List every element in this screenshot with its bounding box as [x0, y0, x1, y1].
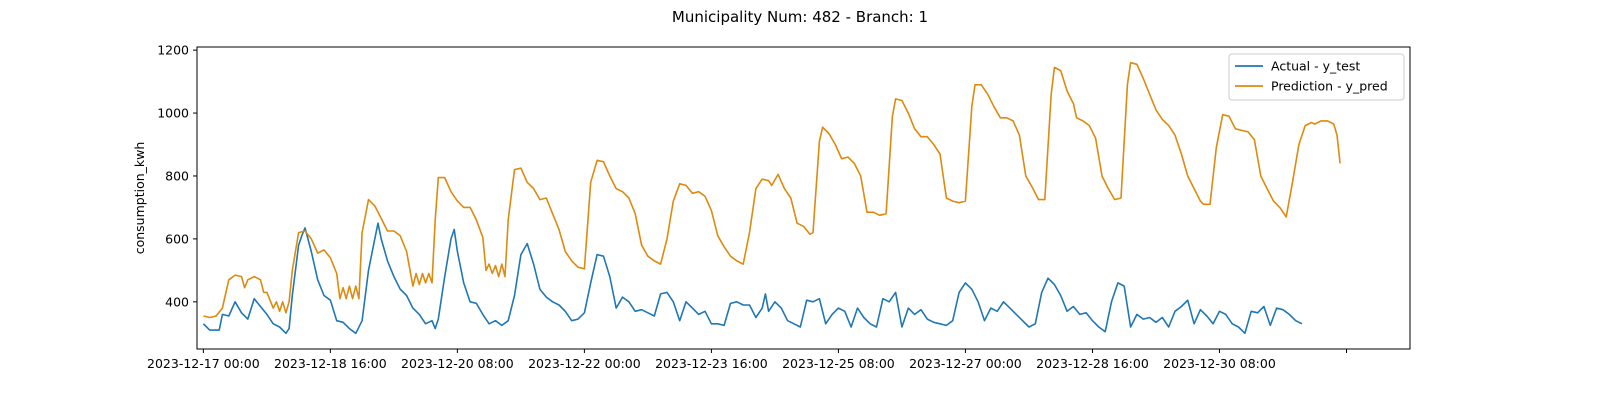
x-tick-label: 2023-12-20 08:00	[401, 356, 514, 371]
legend-label-prediction: Prediction - y_pred	[1271, 79, 1388, 94]
chart-title: Municipality Num: 482 - Branch: 1	[672, 8, 928, 26]
x-tick-label: 2023-12-25 08:00	[782, 356, 895, 371]
x-tick-label: 2023-12-22 00:00	[528, 356, 641, 371]
x-axis: 2023-12-17 00:00 2023-12-18 16:00 2023-12-…	[147, 349, 1347, 371]
legend: Actual - y_test Prediction - y_pred	[1228, 53, 1405, 101]
y-tick-label: 800	[165, 168, 189, 183]
x-tick-label: 2023-12-18 16:00	[274, 356, 387, 371]
legend-label-actual: Actual - y_test	[1271, 59, 1360, 74]
x-tick-label: 2023-12-23 16:00	[655, 356, 768, 371]
y-axis-title-group: consumption_kwh	[132, 142, 147, 255]
x-tick-label: 2023-12-17 00:00	[147, 356, 260, 371]
series-line-0	[202, 222, 1303, 335]
x-tick-label: 2023-12-27 00:00	[909, 356, 1022, 371]
series-line-1	[203, 61, 1341, 319]
series-layer	[202, 61, 1341, 335]
x-tick-label: 2023-12-28 16:00	[1036, 356, 1149, 371]
y-tick-label: 1200	[157, 43, 189, 58]
y-axis: 400 600 800 1000 1200	[157, 43, 197, 309]
y-tick-label: 600	[165, 231, 189, 246]
plot-area-frame	[196, 46, 1411, 350]
y-tick-label: 400	[165, 294, 189, 309]
legend-box	[1228, 53, 1405, 101]
y-axis-title: consumption_kwh	[132, 142, 147, 255]
y-tick-label: 1000	[157, 106, 189, 121]
x-tick-label: 2023-12-30 08:00	[1163, 356, 1276, 371]
